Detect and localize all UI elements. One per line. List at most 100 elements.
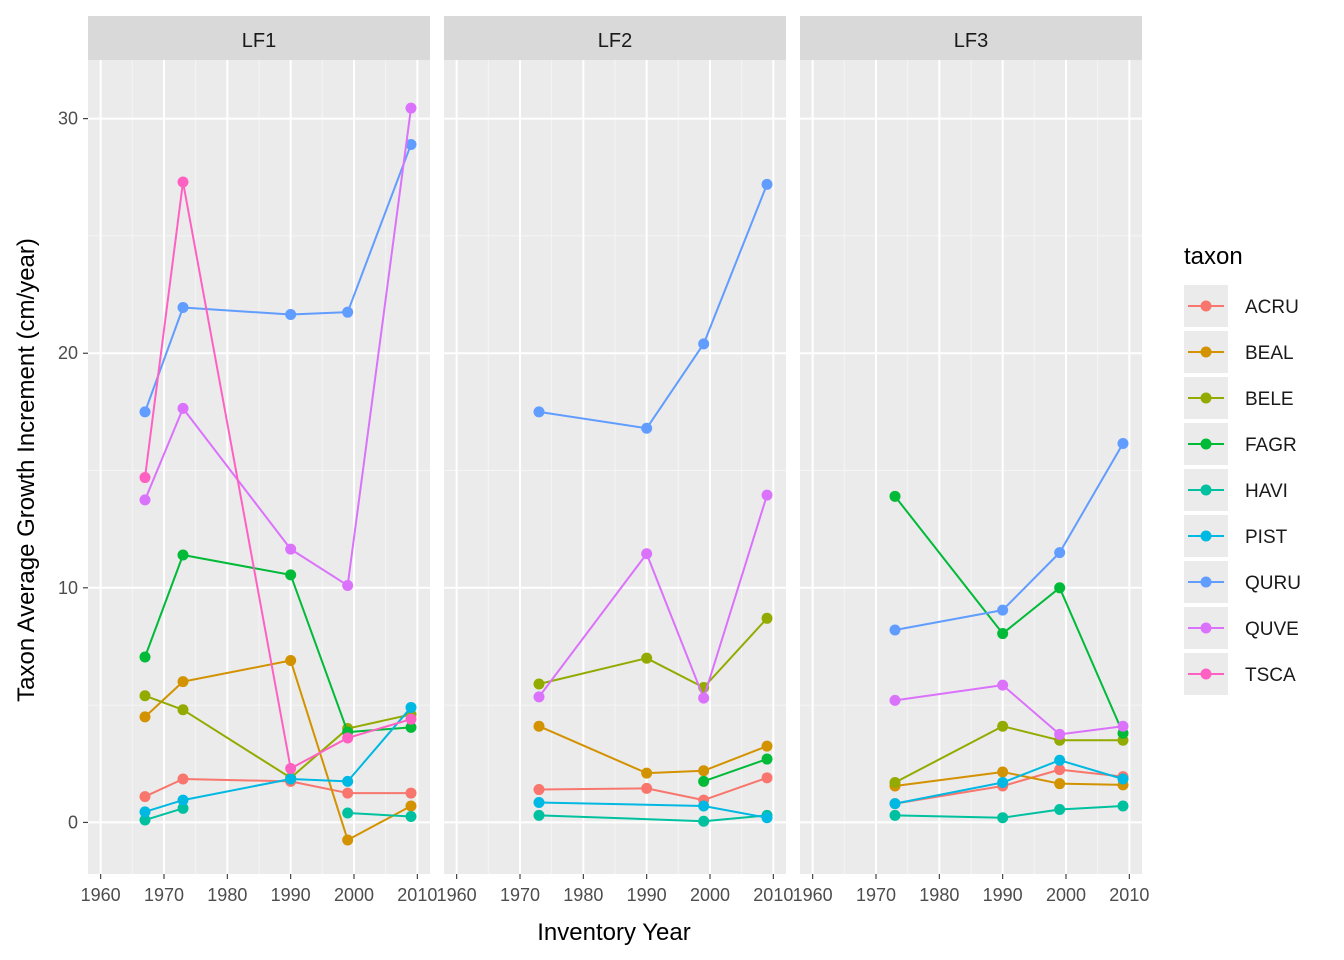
series-line-segment — [646, 787, 704, 802]
data-point — [285, 543, 297, 555]
data-point — [698, 338, 710, 350]
data-point — [1054, 582, 1066, 594]
data-point — [1054, 728, 1066, 740]
series-line-segment — [645, 343, 705, 429]
facet-strip — [800, 16, 1142, 60]
legend-item-havi: HAVI — [1184, 469, 1288, 511]
series-line-segment — [289, 660, 349, 841]
legend-label: HAVI — [1245, 481, 1288, 502]
data-point — [139, 651, 151, 663]
series-pist — [889, 754, 1129, 810]
data-point — [889, 624, 901, 636]
series-line-segment — [347, 805, 412, 841]
legend-item-acru: ACRU — [1184, 285, 1299, 327]
series-line-segment — [1059, 804, 1124, 811]
data-point — [1117, 720, 1129, 732]
x-tick-label: 2010 — [1109, 885, 1149, 905]
x-ticks-lf3: 1960 1970 1980 1990 2000 2010 — [793, 874, 1149, 905]
data-point — [761, 772, 773, 784]
series-line-segment — [702, 617, 768, 689]
data-point — [997, 720, 1009, 732]
data-point — [285, 762, 297, 774]
series-line-segment — [645, 553, 705, 699]
series-quru — [533, 178, 773, 434]
x-axis-title: Inventory Year — [537, 919, 690, 946]
data-point — [139, 472, 151, 484]
series-line-segment — [1002, 770, 1060, 785]
panel-lf2: LF2 — [444, 16, 786, 874]
x-tick-label: 1960 — [793, 885, 833, 905]
data-point — [698, 815, 710, 827]
series-pist — [533, 796, 773, 824]
legend-point — [1200, 622, 1212, 634]
series-line-segment — [538, 814, 704, 823]
x-tick-label: 2010 — [753, 885, 793, 905]
facet-label: LF3 — [954, 30, 988, 52]
data-point — [342, 787, 354, 799]
series-line-segment — [703, 804, 768, 819]
data-point — [405, 713, 417, 725]
data-point — [1117, 438, 1129, 450]
legend-label: ACRU — [1245, 297, 1299, 318]
series-line-segment — [1059, 725, 1124, 736]
series-line-segment — [894, 781, 1003, 805]
series-line-segment — [144, 778, 184, 798]
series-line-segment — [1058, 587, 1124, 734]
series-line-segment — [182, 659, 291, 683]
data-point — [698, 775, 710, 787]
series-line-segment — [290, 548, 349, 587]
data-point — [533, 784, 545, 796]
legend: taxon ACRU BEAL BELE FAGR HAVI PIST QURU QUVE TS… — [1184, 243, 1301, 695]
data-point — [405, 811, 417, 823]
legend-label: QUVE — [1245, 619, 1299, 640]
series-line-segment — [703, 758, 768, 783]
x-tick-label: 1990 — [627, 885, 667, 905]
data-point — [177, 802, 189, 814]
series-line-segment — [144, 554, 184, 658]
legend-item-pist: PIST — [1184, 515, 1288, 557]
series-line-segment — [346, 107, 412, 586]
series-line-segment — [702, 183, 768, 345]
series-line-segment — [144, 694, 184, 711]
data-point — [139, 406, 151, 418]
data-point — [698, 800, 710, 812]
x-tick-label: 2000 — [690, 885, 730, 905]
series-fagr — [889, 490, 1129, 739]
series-group — [533, 178, 773, 827]
series-tsca — [139, 176, 417, 774]
series-line-segment — [144, 807, 184, 822]
x-tick-label: 1980 — [207, 885, 247, 905]
series-line-segment — [894, 495, 1004, 635]
series-line-segment — [1002, 725, 1060, 742]
data-point — [641, 548, 653, 560]
legend-items: ACRU BEAL BELE FAGR HAVI PIST QURU QUVE TSCA — [1184, 285, 1301, 695]
x-tick-label: 1980 — [919, 885, 959, 905]
series-line-segment — [894, 609, 1003, 632]
x-tick-label: 1970 — [500, 885, 540, 905]
data-point — [342, 834, 354, 846]
series-line-segment — [290, 777, 348, 783]
series-line-segment — [702, 494, 768, 699]
series-line-segment — [538, 801, 704, 807]
series-line-segment — [347, 726, 412, 734]
panels: LF1 LF2 LF3 — [88, 16, 1142, 874]
data-point — [342, 306, 354, 318]
series-line-segment — [182, 778, 291, 802]
facet-strip — [88, 16, 430, 60]
data-point — [405, 138, 417, 150]
data-point — [139, 690, 151, 702]
legend-label: TSCA — [1245, 665, 1296, 686]
series-line-segment — [347, 812, 412, 818]
data-point — [997, 766, 1009, 778]
x-tick-label: 1980 — [563, 885, 603, 905]
data-point — [342, 775, 354, 787]
data-point — [1054, 547, 1066, 559]
series-line-segment — [347, 718, 412, 739]
series-quru — [889, 438, 1129, 636]
gridlines — [444, 60, 786, 874]
series-line-segment — [347, 713, 412, 730]
data-point — [1054, 778, 1066, 790]
series-quve — [889, 679, 1129, 740]
data-point — [285, 655, 297, 667]
